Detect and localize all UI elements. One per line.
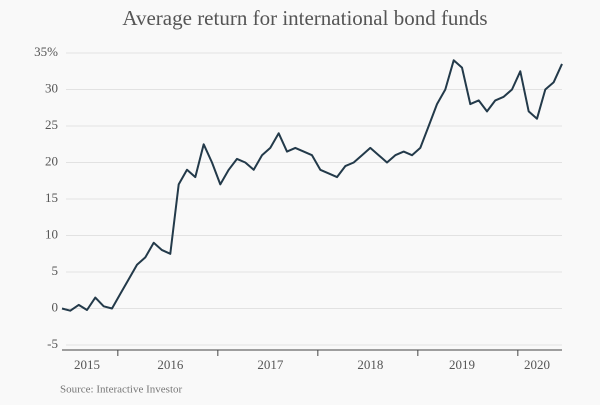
x-tick-label: 2019: [449, 357, 475, 372]
y-tick-label: 0: [52, 299, 59, 314]
source: Source: Interactive Investor: [60, 384, 183, 396]
chart-title: Average return for international bond fu…: [122, 6, 487, 30]
y-tick-label: -5: [47, 336, 58, 351]
x-tick-label: 2020: [524, 357, 550, 372]
y-tick-label: 25: [45, 117, 58, 132]
y-tick-label: 15: [45, 190, 58, 205]
line: [61, 59, 563, 312]
y-tick-label: 35%: [34, 44, 58, 59]
y-tick-label: 30: [45, 80, 58, 95]
x-tick-label: 2018: [357, 357, 383, 372]
y-tick-label: 20: [45, 153, 58, 168]
x-tick-label: 2017: [257, 357, 284, 372]
y-tick-label: 10: [45, 226, 58, 241]
x-tick-label: 2016: [157, 357, 184, 372]
y-tick-label: 5: [52, 263, 59, 278]
x-tick-label: 2015: [74, 357, 100, 372]
